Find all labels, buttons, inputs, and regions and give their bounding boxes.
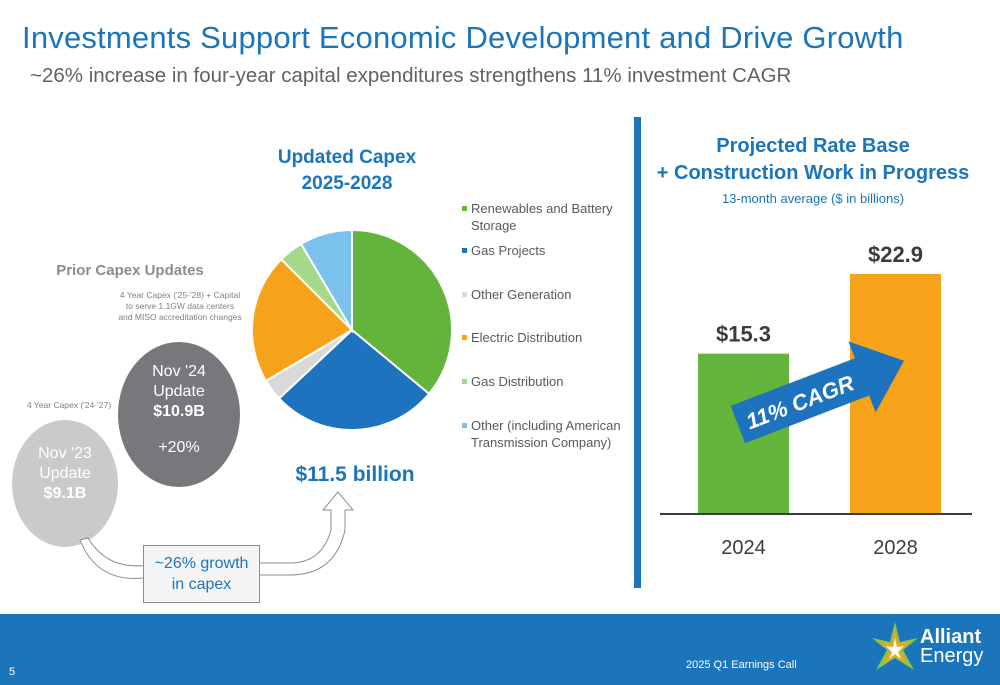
nov24-line1: Nov '24 — [152, 363, 206, 380]
growth-line2: in capex — [171, 576, 232, 593]
bar-value-label-2028: $22.9 — [868, 242, 923, 267]
legend-label-gas-projects: Gas Projects — [471, 243, 546, 258]
rate-base-title-line1: Projected Rate Base — [716, 135, 910, 157]
legend-item-gas-distribution: Gas Distribution — [462, 373, 622, 390]
legend-label-other-atc: Other (including American Transmission C… — [471, 418, 621, 450]
growth-arrow — [79, 491, 355, 579]
nov23-note: 4 Year Capex ('24-'27) — [26, 400, 112, 410]
pie-slice-other-atc — [299, 228, 353, 334]
page-number: 5 — [9, 666, 16, 678]
legend-swatch-renewables — [462, 206, 467, 211]
nov24-note: 4 Year Capex ('25-'28) + Capital to serv… — [118, 290, 242, 322]
nov24-change: +20% — [158, 439, 200, 456]
legend-label-other-generation: Other Generation — [471, 287, 572, 302]
legend-item-renewables: Renewables and Battery Storage — [462, 200, 622, 234]
alliant-energy-logo-icon — [872, 622, 918, 670]
bar-category-label-2024: 2024 — [721, 537, 766, 559]
nov23-update-circle: Nov '23 Update $9.1B — [12, 420, 118, 547]
legend-label-renewables: Renewables and Battery Storage — [471, 201, 613, 233]
nov23-line1: Nov '23 — [38, 445, 92, 462]
legend-label-gas-distribution: Gas Distribution — [471, 374, 564, 389]
legend-item-other-atc: Other (including American Transmission C… — [462, 417, 622, 451]
logo-name-line1: Alliant — [920, 626, 982, 648]
legend-swatch-electric-distribution — [462, 335, 467, 340]
legend-item-gas-projects: Gas Projects — [462, 242, 622, 259]
cagr-arrow-shape — [730, 341, 905, 444]
pie-chart — [251, 228, 453, 431]
logo-name-line2: Energy — [920, 645, 984, 667]
legend-swatch-gas-distribution — [462, 379, 467, 384]
page-title: Investments Support Economic Development… — [22, 20, 904, 55]
nov23-line2: Update — [39, 465, 91, 482]
legend-item-electric-distribution: Electric Distribution — [462, 329, 622, 346]
nov24-value: $10.9B — [153, 403, 205, 420]
section-divider — [634, 117, 641, 588]
rate-base-title: Projected Rate Base + Construction Work … — [648, 133, 978, 187]
footer-bar — [0, 614, 1000, 685]
pie-slice-gas-projects — [277, 328, 431, 431]
nov24-line2: Update — [153, 383, 205, 400]
bar-category-label-2028: 2028 — [873, 537, 918, 559]
legend-swatch-gas-projects — [462, 248, 467, 253]
pie-chart-title: Updated Capex 2025-2028 — [262, 145, 432, 197]
pie-title-line2: 2025-2028 — [301, 173, 393, 194]
legend-swatch-other-atc — [462, 423, 467, 428]
footer-event-label: 2025 Q1 Earnings Call — [686, 659, 797, 671]
legend-swatch-other-generation — [462, 292, 467, 297]
pie-title-line1: Updated Capex — [277, 147, 417, 168]
pie-slice-electric-distribution — [251, 257, 354, 383]
nov23-value: $9.1B — [43, 485, 87, 502]
pie-total-label: $11.5 billion — [295, 463, 415, 486]
legend-label-electric-distribution: Electric Distribution — [471, 330, 583, 345]
rate-base-subtitle: 13-month average ($ in billions) — [721, 191, 905, 206]
prior-capex-title: Prior Capex Updates — [56, 262, 204, 279]
page-subtitle: ~26% increase in four-year capital expen… — [30, 64, 792, 87]
growth-line1: ~26% growth — [154, 555, 249, 572]
bar-value-label-2024: $15.3 — [716, 322, 771, 347]
growth-callout: ~26% growth in capex — [143, 545, 260, 603]
rate-base-title-line2: + Construction Work in Progress — [656, 162, 970, 184]
nov24-update-circle: Nov '24 Update $10.9B +20% — [118, 342, 240, 487]
pie-slice-renewables — [351, 228, 453, 396]
legend-item-other-generation: Other Generation — [462, 286, 622, 303]
